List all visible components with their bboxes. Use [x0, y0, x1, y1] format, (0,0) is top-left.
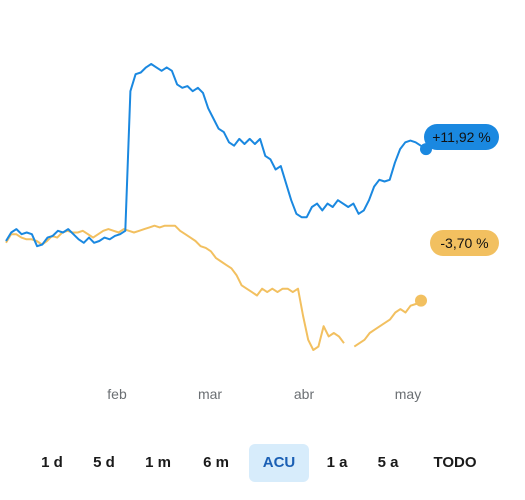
series-b-badge: -3,70 % — [430, 230, 499, 256]
range-5d-button[interactable]: 5 d — [93, 454, 115, 471]
range-todo-button[interactable]: TODO — [433, 454, 477, 471]
series-b-end-marker — [415, 294, 427, 307]
chart-end-markers — [415, 143, 432, 307]
x-tick-feb: feb — [107, 386, 127, 402]
series-a-end-label: +11,92 % — [432, 129, 491, 145]
x-tick-may: may — [395, 386, 421, 402]
range-6m-button[interactable]: 6 m — [203, 454, 229, 471]
series-a-badge: +11,92 % — [424, 124, 499, 150]
time-range-selector: 1 d 5 d 1 m 6 m ACU 1 a 5 a TODO — [0, 444, 525, 484]
range-1a-button[interactable]: 1 a — [326, 454, 348, 471]
range-acu-button[interactable]: ACU — [249, 444, 309, 482]
range-5a-button[interactable]: 5 a — [377, 454, 399, 471]
chart-lines — [5, 63, 427, 351]
series-a-line — [5, 63, 427, 248]
x-tick-mar: mar — [198, 386, 222, 402]
series-b-line — [5, 224, 427, 351]
range-1d-button[interactable]: 1 d — [41, 454, 63, 471]
chart-badges: +11,92 % -3,70 % — [424, 124, 499, 256]
range-1m-button[interactable]: 1 m — [145, 454, 171, 471]
x-axis: feb mar abr may — [107, 386, 421, 402]
x-tick-abr: abr — [294, 386, 315, 402]
performance-chart: feb mar abr may +11,92 % -3,70 % — [5, 63, 499, 402]
series-b-end-label: -3,70 % — [440, 235, 488, 251]
